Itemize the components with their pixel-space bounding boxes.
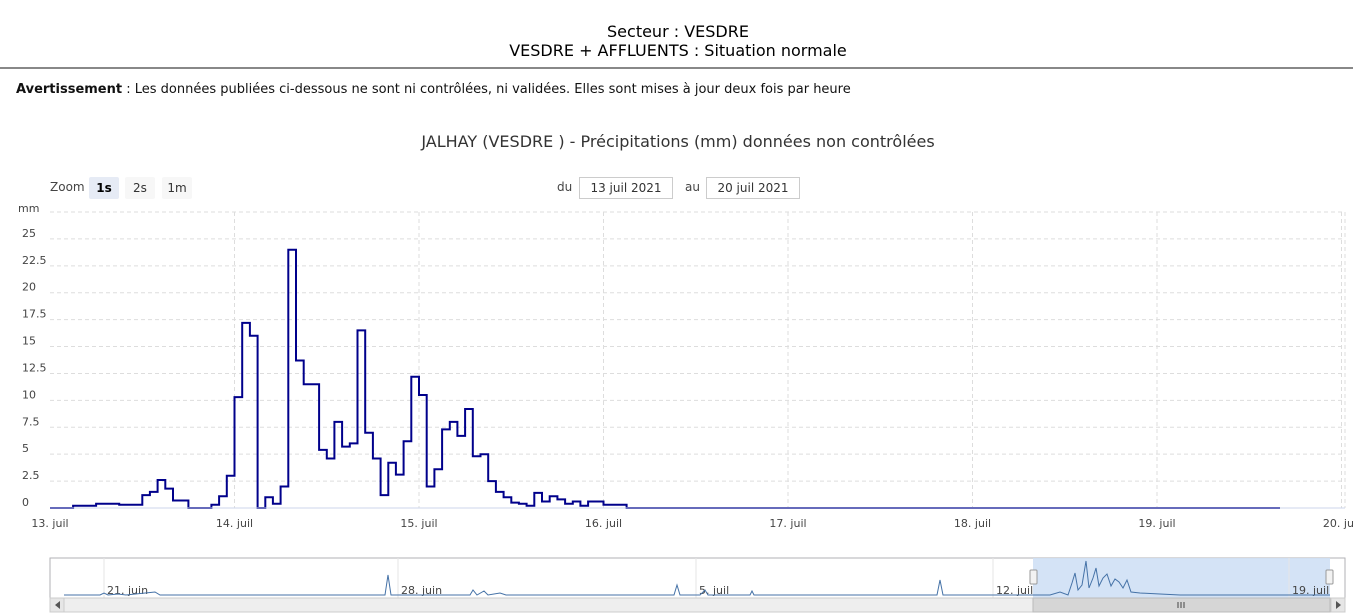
warning-text: : Les données publiées ci-dessous ne son…: [122, 82, 851, 97]
arrow-right-icon: [1336, 601, 1341, 609]
from-label: du: [557, 180, 573, 194]
x-tick-label: 20. juil: [1323, 517, 1353, 530]
y-axis-label: mm: [18, 202, 39, 215]
x-tick-label: 17. juil: [769, 517, 806, 530]
x-tick-label: 15. juil: [400, 517, 437, 530]
navigator-mask[interactable]: [1033, 558, 1330, 598]
y-tick-label: 22.5: [22, 254, 47, 267]
navigator-right-handle[interactable]: [1325, 569, 1334, 585]
y-tick-label: 10: [22, 388, 36, 401]
navigator-tick-label: 12. juil: [996, 584, 1033, 597]
to-label: au: [685, 180, 700, 194]
warning-notice: Avertissement : Les données publiées ci-…: [16, 82, 851, 97]
header-divider: [0, 67, 1353, 69]
navigator-tick-label: 19. juil: [1292, 584, 1329, 597]
navigator-series-line: [64, 560, 1330, 596]
navigator[interactable]: 21. juin 28. juin 5. juil 12. juil 19. juil: [49, 557, 1346, 599]
from-date-input[interactable]: 13 juil 2021: [579, 177, 673, 199]
x-tick-label: 13. juil: [31, 517, 68, 530]
page-header: Secteur : VESDRE VESDRE + AFFLUENTS : Si…: [0, 22, 1353, 60]
zoom-2s-button[interactable]: 2s: [125, 177, 155, 199]
zoom-1s-button[interactable]: 1s: [89, 177, 119, 199]
status-line: VESDRE + AFFLUENTS : Situation normale: [509, 41, 847, 60]
y-tick-label: 20: [22, 281, 36, 294]
y-tick-label: 25: [22, 227, 36, 240]
scrollbar-grip-icon: [1177, 602, 1185, 608]
y-tick-label: 15: [22, 335, 36, 348]
zoom-label: Zoom: [50, 180, 85, 194]
y-tick-label: 5: [22, 442, 29, 455]
navigator-left-handle[interactable]: [1029, 569, 1038, 585]
precipitation-series-line: [50, 248, 1280, 509]
y-tick-label: 0: [22, 496, 29, 509]
sector-title: Secteur : VESDRE: [607, 22, 749, 41]
y-tick-label: 7.5: [22, 415, 40, 428]
to-date-input[interactable]: 20 juil 2021: [706, 177, 800, 199]
scrollbar[interactable]: [49, 597, 1346, 613]
chart-title: JALHAY (VESDRE ) - Précipitations (mm) d…: [421, 132, 935, 151]
warning-label: Avertissement: [16, 82, 123, 97]
arrow-left-icon: [55, 601, 60, 609]
y-tick-label: 17.5: [22, 308, 47, 321]
y-tick-label: 2.5: [22, 469, 40, 482]
x-tick-label: 19. juil: [1138, 517, 1175, 530]
x-tick-label: 18. juil: [954, 517, 991, 530]
navigator-tick-label: 28. juin: [401, 584, 442, 597]
zoom-1m-button[interactable]: 1m: [162, 177, 192, 199]
x-tick-label: 14. juil: [216, 517, 253, 530]
navigator-tick-label: 5. juil: [699, 584, 729, 597]
x-tick-label: 16. juil: [585, 517, 622, 530]
y-tick-label: 12.5: [22, 361, 47, 374]
